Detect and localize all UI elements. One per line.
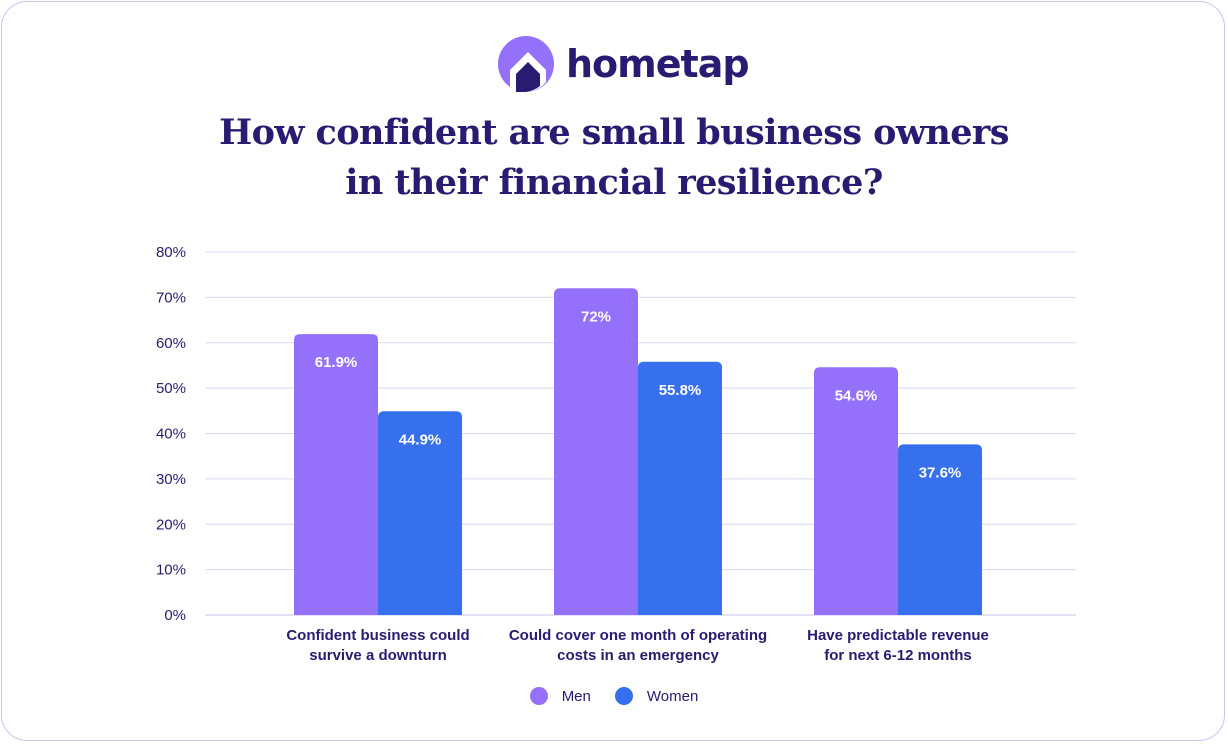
legend: Men Women xyxy=(0,687,1228,705)
bar-men xyxy=(554,288,638,615)
bar-men xyxy=(294,334,378,615)
legend-swatch-men xyxy=(529,687,548,705)
data-label: 55.8% xyxy=(659,382,702,399)
y-tick-label: 40% xyxy=(156,426,186,443)
data-label: 72% xyxy=(581,308,611,325)
bar-men xyxy=(814,367,898,615)
brand: hometap xyxy=(498,36,750,92)
y-tick-label: 30% xyxy=(156,471,186,488)
bar-women xyxy=(378,411,462,615)
data-label: 54.6% xyxy=(835,387,878,404)
y-tick-label: 10% xyxy=(156,562,186,579)
brand-name: hometap xyxy=(566,42,750,86)
legend-swatch-women xyxy=(614,687,633,705)
y-tick-label: 0% xyxy=(164,607,186,624)
data-label: 61.9% xyxy=(315,354,358,371)
legend-item-men: Men xyxy=(529,687,591,705)
legend-label-men: Men xyxy=(561,687,591,705)
chart-title-line: in their financial resilience? xyxy=(345,162,883,203)
y-tick-label: 70% xyxy=(156,289,186,306)
x-category-label: Have predictable revenue xyxy=(807,627,989,644)
bar-women xyxy=(638,361,722,615)
y-tick-label: 50% xyxy=(156,380,186,397)
x-category-label: Confident business could xyxy=(286,627,469,644)
x-category-label: survive a downturn xyxy=(309,647,447,664)
chart-title-line: How confident are small business owners xyxy=(219,112,1009,153)
y-tick-label: 20% xyxy=(156,516,186,533)
chart-title: How confident are small business owners … xyxy=(0,108,1228,208)
hometap-house-logo-icon xyxy=(498,36,554,92)
legend-label-women: Women xyxy=(646,687,699,705)
y-tick-label: 80% xyxy=(156,244,186,261)
x-category-label: costs in an emergency xyxy=(557,647,719,664)
data-label: 37.6% xyxy=(919,464,962,481)
legend-item-women: Women xyxy=(614,687,699,705)
x-category-label: for next 6-12 months xyxy=(824,647,972,664)
y-tick-label: 60% xyxy=(156,335,186,352)
data-label: 44.9% xyxy=(399,431,442,448)
bar-women xyxy=(898,444,982,615)
x-category-label: Could cover one month of operating xyxy=(509,627,767,644)
